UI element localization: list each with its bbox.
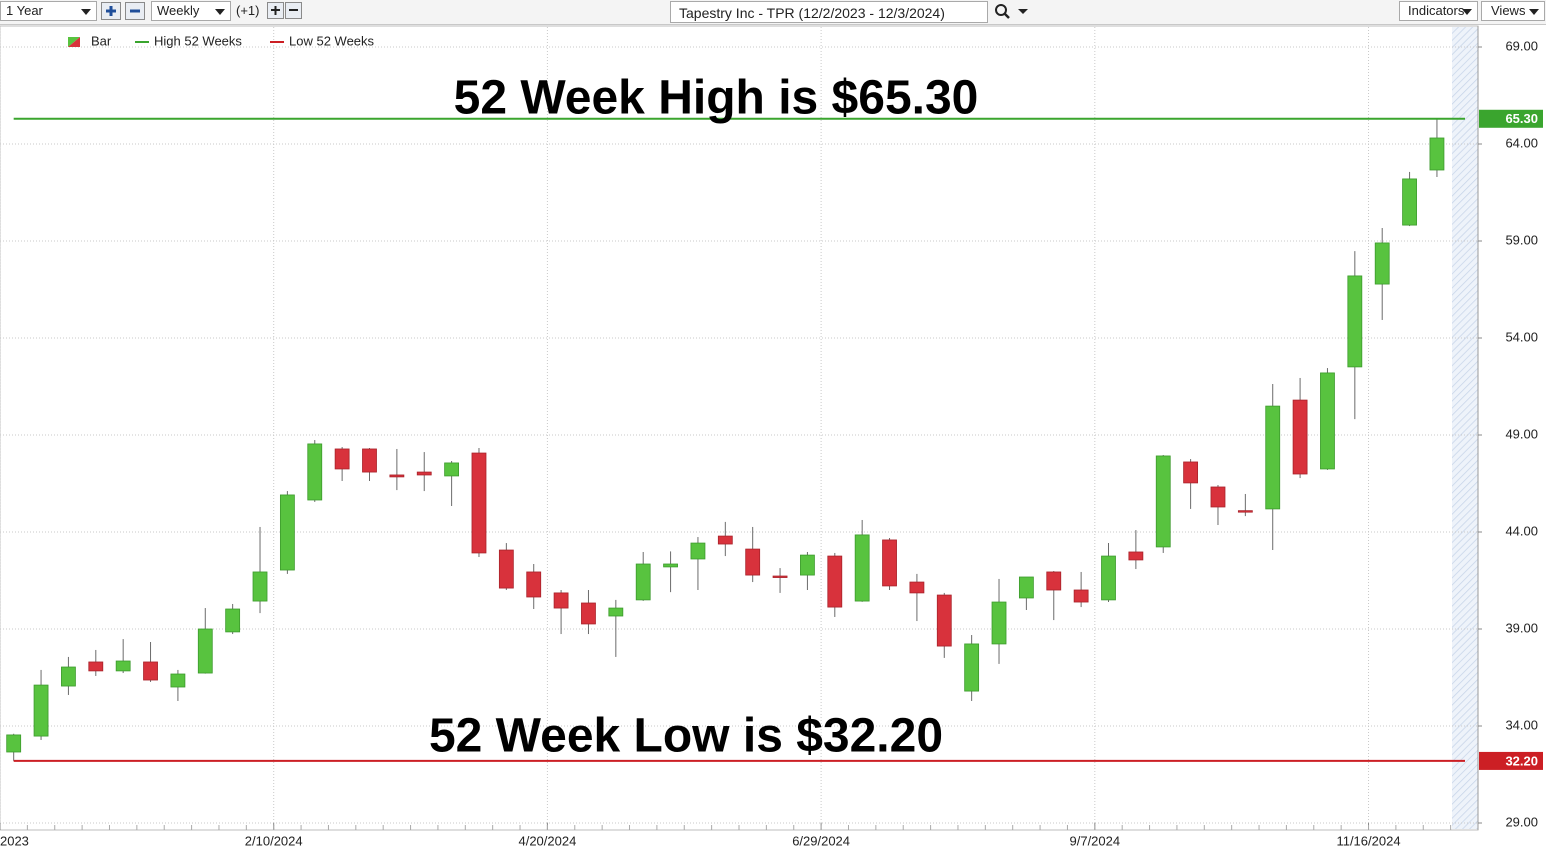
candle-body (1237, 510, 1253, 513)
x-tick-label: 12/2/2023 (0, 833, 29, 848)
price-tag-label: 32.20 (1505, 753, 1538, 768)
candle-body (1265, 405, 1281, 510)
period-dropdown[interactable]: 1 Year (0, 1, 97, 21)
x-tick-label: 9/7/2024 (1070, 833, 1121, 848)
price-tag (1479, 751, 1543, 770)
candle-body (1018, 576, 1034, 599)
candle-body (471, 452, 487, 554)
candle-body (772, 575, 788, 578)
candle-body (389, 474, 405, 478)
future-area (1452, 27, 1478, 829)
candle-body (608, 607, 624, 617)
annotation: 52 Week Low is $32.20 (429, 710, 943, 763)
x-tick-label: 2/10/2024 (245, 833, 303, 848)
symbol-title[interactable]: Tapestry Inc - TPR (12/2/2023 - 12/3/202… (670, 1, 988, 23)
y-tick-label: 69.00 (1505, 38, 1538, 53)
candle-body (1128, 551, 1144, 561)
candle-body (444, 462, 460, 477)
candle-body (882, 539, 897, 587)
legend-label: Bar (91, 33, 112, 48)
candle-body (635, 563, 651, 601)
candle-body (197, 628, 213, 674)
y-tick-label: 44.00 (1505, 523, 1538, 538)
annotation: 52 Week High is $65.30 (454, 72, 979, 125)
x-tick-label: 6/29/2024 (792, 833, 850, 848)
reference-lines: 65.30 52 Week High is $65.30 32.20 52 Week … (13, 72, 1543, 770)
grid (0, 27, 1482, 830)
offset-minus-button[interactable] (285, 2, 302, 19)
candle-body (1347, 275, 1363, 368)
candles (6, 118, 1445, 761)
indicators-button[interactable]: Indicators (1399, 1, 1478, 21)
candle-body (553, 592, 569, 609)
candle-body (936, 594, 952, 647)
candle-body (690, 542, 706, 560)
y-tick-label: 49.00 (1505, 426, 1538, 441)
y-tick-label: 29.00 (1505, 814, 1538, 829)
zoom-out-button[interactable] (125, 2, 145, 20)
legend: Bar High 52 Weeks Low 52 Weeks (68, 33, 375, 48)
candle-body (827, 555, 843, 608)
y-tick-label: 59.00 (1505, 232, 1538, 247)
plot-area (0, 25, 1479, 831)
candle-body (991, 601, 1007, 645)
candle-body (115, 660, 131, 672)
toolbar: 1 Year Weekly (+1) Tapestry Inc - TPR (1… (0, 0, 1546, 25)
candle-body (964, 643, 980, 692)
candle-body (88, 661, 104, 672)
candle-body (854, 534, 870, 602)
price-tag-label: 65.30 (1505, 111, 1538, 126)
offset-plus-button[interactable] (267, 2, 284, 19)
candle-body (334, 448, 350, 470)
candle-body (663, 563, 678, 568)
candle-body (6, 734, 22, 753)
candle-body (581, 602, 596, 625)
candle-body (1155, 455, 1171, 548)
y-tick-label: 64.00 (1505, 135, 1538, 150)
candle-body (909, 581, 925, 594)
candle-body (717, 535, 733, 545)
y-tick-label: 39.00 (1505, 620, 1538, 635)
candle-body (252, 571, 268, 602)
candle-body (1046, 571, 1062, 591)
x-tick-label: 4/20/2024 (518, 833, 576, 848)
candle-body (745, 548, 761, 576)
y-tick-label: 34.00 (1505, 717, 1538, 732)
candle-body (225, 608, 241, 633)
candle-body (1429, 137, 1445, 171)
candle-body (800, 554, 815, 576)
candle-body (1402, 178, 1417, 226)
zoom-in-button[interactable] (101, 2, 121, 20)
candle-body (1210, 486, 1226, 508)
candle-body (1073, 589, 1089, 603)
candle-body (143, 661, 158, 681)
candle-body (279, 494, 295, 571)
candle-body (416, 471, 432, 476)
legend-icon-down (68, 37, 80, 47)
candle-body (498, 549, 514, 589)
candle-body (1183, 461, 1199, 484)
candle-body (61, 666, 76, 687)
candle-body (170, 673, 186, 688)
views-button[interactable]: Views (1481, 1, 1545, 21)
y-tick-label: 54.00 (1505, 329, 1538, 344)
x-tick-label: 11/16/2024 (1336, 833, 1400, 848)
search-button[interactable] (993, 2, 1031, 22)
legend-label: Low 52 Weeks (289, 33, 375, 48)
price-tag (1479, 109, 1543, 128)
candle-body (33, 684, 49, 737)
offset-label: (+1) (236, 3, 260, 18)
candle-body (1374, 242, 1390, 285)
candle-body (1101, 555, 1116, 601)
candle-body (307, 443, 323, 501)
candle-body (362, 448, 377, 473)
candle-body (1320, 372, 1335, 470)
legend-label: High 52 Weeks (154, 33, 242, 48)
candle-body (1292, 399, 1308, 475)
interval-dropdown[interactable]: Weekly (151, 1, 231, 21)
candle-body (526, 571, 542, 598)
